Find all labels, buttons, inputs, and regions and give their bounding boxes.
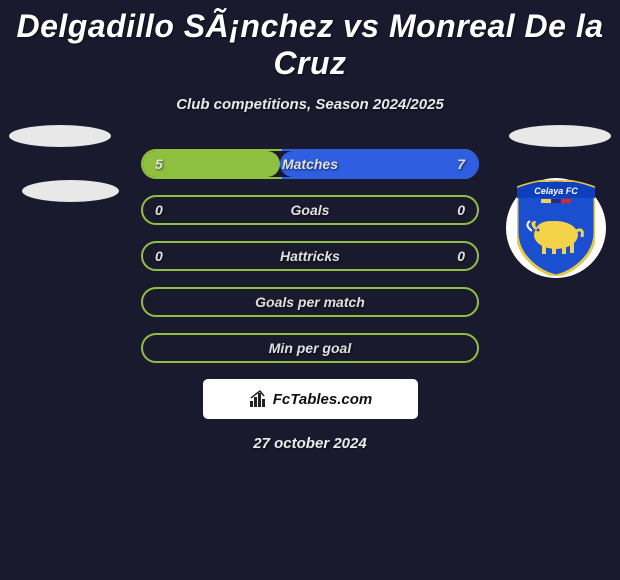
svg-text:Celaya FC: Celaya FC: [534, 186, 578, 196]
subtitle: Club competitions, Season 2024/2025: [0, 96, 620, 113]
left-oval-top: [9, 125, 111, 147]
stat-value-left: 0: [155, 248, 163, 264]
stat-value-right: 7: [457, 156, 465, 172]
stat-label: Goals per match: [255, 294, 365, 310]
crest-shield-icon: Celaya FC: [517, 180, 595, 276]
left-oval-bottom: [22, 180, 119, 202]
stat-label: Matches: [282, 156, 338, 172]
stat-row: Min per goal: [141, 333, 479, 363]
stat-row: Goals 0 0: [141, 195, 479, 225]
date-text: 27 october 2024: [0, 435, 620, 452]
stat-label: Hattricks: [280, 248, 340, 264]
stat-label: Goals: [291, 202, 330, 218]
stat-value-right: 0: [457, 202, 465, 218]
attribution-text: FcTables.com: [273, 391, 372, 408]
attribution-box: FcTables.com: [203, 379, 418, 419]
stat-fill-left: [143, 151, 280, 177]
stat-value-right: 0: [457, 248, 465, 264]
stat-row: Goals per match: [141, 287, 479, 317]
stat-value-left: 0: [155, 202, 163, 218]
stat-row: Matches 5 7: [141, 149, 479, 179]
stat-value-left: 5: [155, 156, 163, 172]
stat-rows: Matches 5 7 Goals 0 0 Hattricks 0 0 Goals per mat…: [141, 149, 479, 363]
right-oval-top: [509, 125, 611, 147]
stat-row: Hattricks 0 0: [141, 241, 479, 271]
page-title: Delgadillo SÃ¡nchez vs Monreal De la Cru…: [0, 8, 620, 82]
stat-label: Min per goal: [269, 340, 351, 356]
chart-icon: [248, 388, 270, 410]
club-crest: Celaya FC: [506, 178, 606, 284]
